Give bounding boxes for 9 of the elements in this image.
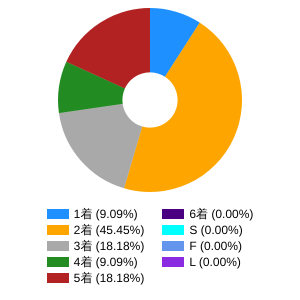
- legend-label: 5着 (18.18%): [74, 270, 144, 286]
- legend-label: 2着 (45.45%): [74, 222, 144, 238]
- legend-label: L (0.00%): [189, 255, 241, 269]
- legend-label: 1着 (9.09%): [74, 206, 138, 222]
- legend-label: 6着 (0.00%): [189, 206, 254, 222]
- legend-label: 4着 (9.09%): [74, 254, 138, 270]
- legend-label: S (0.00%): [189, 223, 243, 237]
- legend-label: F (0.00%): [189, 239, 242, 253]
- legend-label: 3着 (18.18%): [74, 238, 144, 254]
